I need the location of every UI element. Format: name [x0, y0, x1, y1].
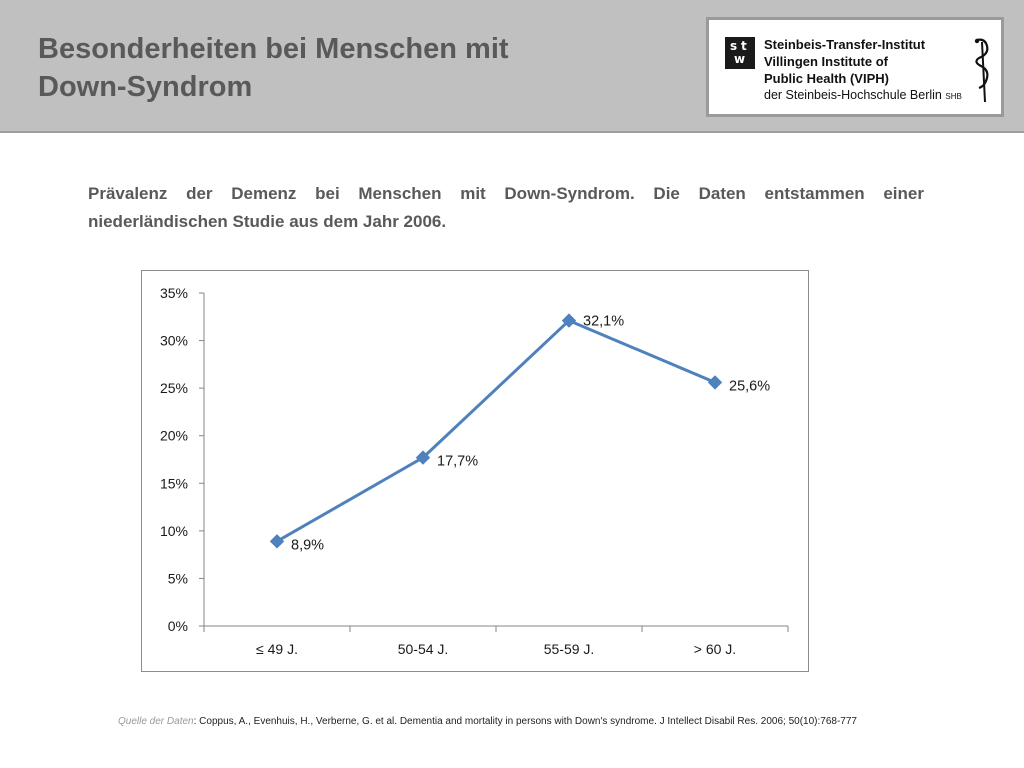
logo-line-suffix: SHB	[945, 92, 962, 101]
logo-line: Villingen Institute of	[764, 54, 888, 69]
logo-text: Steinbeis-Transfer-Institut Villingen In…	[764, 36, 974, 105]
slide-title-line1: Besonderheiten bei Menschen mit	[38, 33, 509, 65]
y-tick-label: 35%	[160, 285, 188, 301]
source-text: : Coppus, A., Evenhuis, H., Verberne, G.…	[193, 716, 857, 727]
y-tick-label: 10%	[160, 523, 188, 539]
y-tick-label: 20%	[160, 428, 188, 444]
y-tick-label: 0%	[168, 618, 188, 634]
data-point-marker	[561, 313, 577, 328]
data-label: 17,7%	[437, 454, 478, 470]
x-tick-label: 50-54 J.	[398, 641, 449, 657]
data-label: 32,1%	[583, 314, 624, 330]
logo-line: Public Health (VIPH)	[764, 71, 889, 86]
data-point-marker	[707, 375, 723, 390]
data-point-marker	[269, 534, 285, 549]
slide-title: Besonderheiten bei Menschen mit Down-Syn…	[38, 30, 678, 106]
x-tick-label: ≤ 49 J.	[256, 641, 298, 657]
aesculapius-staff-icon	[974, 38, 989, 103]
slide-title-line2: Down-Syndrom	[38, 71, 253, 103]
y-tick-label: 30%	[160, 333, 188, 349]
x-tick-label: 55-59 J.	[544, 641, 595, 657]
stw-logo-letter: s	[730, 39, 738, 53]
chart-description: Prävalenz der Demenz bei Menschen mit Do…	[88, 184, 924, 231]
chart-frame: 0% 5% 10% 15% 20% 25% 30% 35% ≤ 49 J. 50-54 J. 55-…	[141, 270, 809, 672]
data-point-marker	[415, 450, 431, 465]
logo-line: Steinbeis-Transfer-Institut	[764, 37, 926, 52]
logo-line: der Steinbeis-Hochschule Berlin SHB	[764, 87, 974, 105]
stw-logo-letter: t	[741, 39, 747, 53]
stw-logo-box: s t w	[725, 37, 755, 69]
data-source-citation: Quelle der Daten: Coppus, A., Evenhuis, …	[118, 716, 998, 727]
data-label: 8,9%	[291, 537, 324, 553]
institute-logo: s t w Steinbeis-Transfer-Institut Villin…	[706, 17, 1004, 117]
y-tick-label: 15%	[160, 475, 188, 491]
source-label: Quelle der Daten	[118, 716, 194, 727]
slide-header: Besonderheiten bei Menschen mit Down-Syn…	[0, 0, 1024, 133]
line-chart: 0% 5% 10% 15% 20% 25% 30% 35% ≤ 49 J. 50-54 J. 55-…	[160, 285, 789, 657]
series-line	[276, 319, 716, 543]
logo-line-text: der Steinbeis-Hochschule Berlin	[764, 88, 942, 102]
x-tick-label: > 60 J.	[694, 641, 736, 657]
y-tick-label: 5%	[168, 570, 188, 586]
stw-logo-letter: w	[734, 52, 746, 66]
data-label: 25,6%	[729, 378, 770, 394]
y-tick-label: 25%	[160, 380, 188, 396]
